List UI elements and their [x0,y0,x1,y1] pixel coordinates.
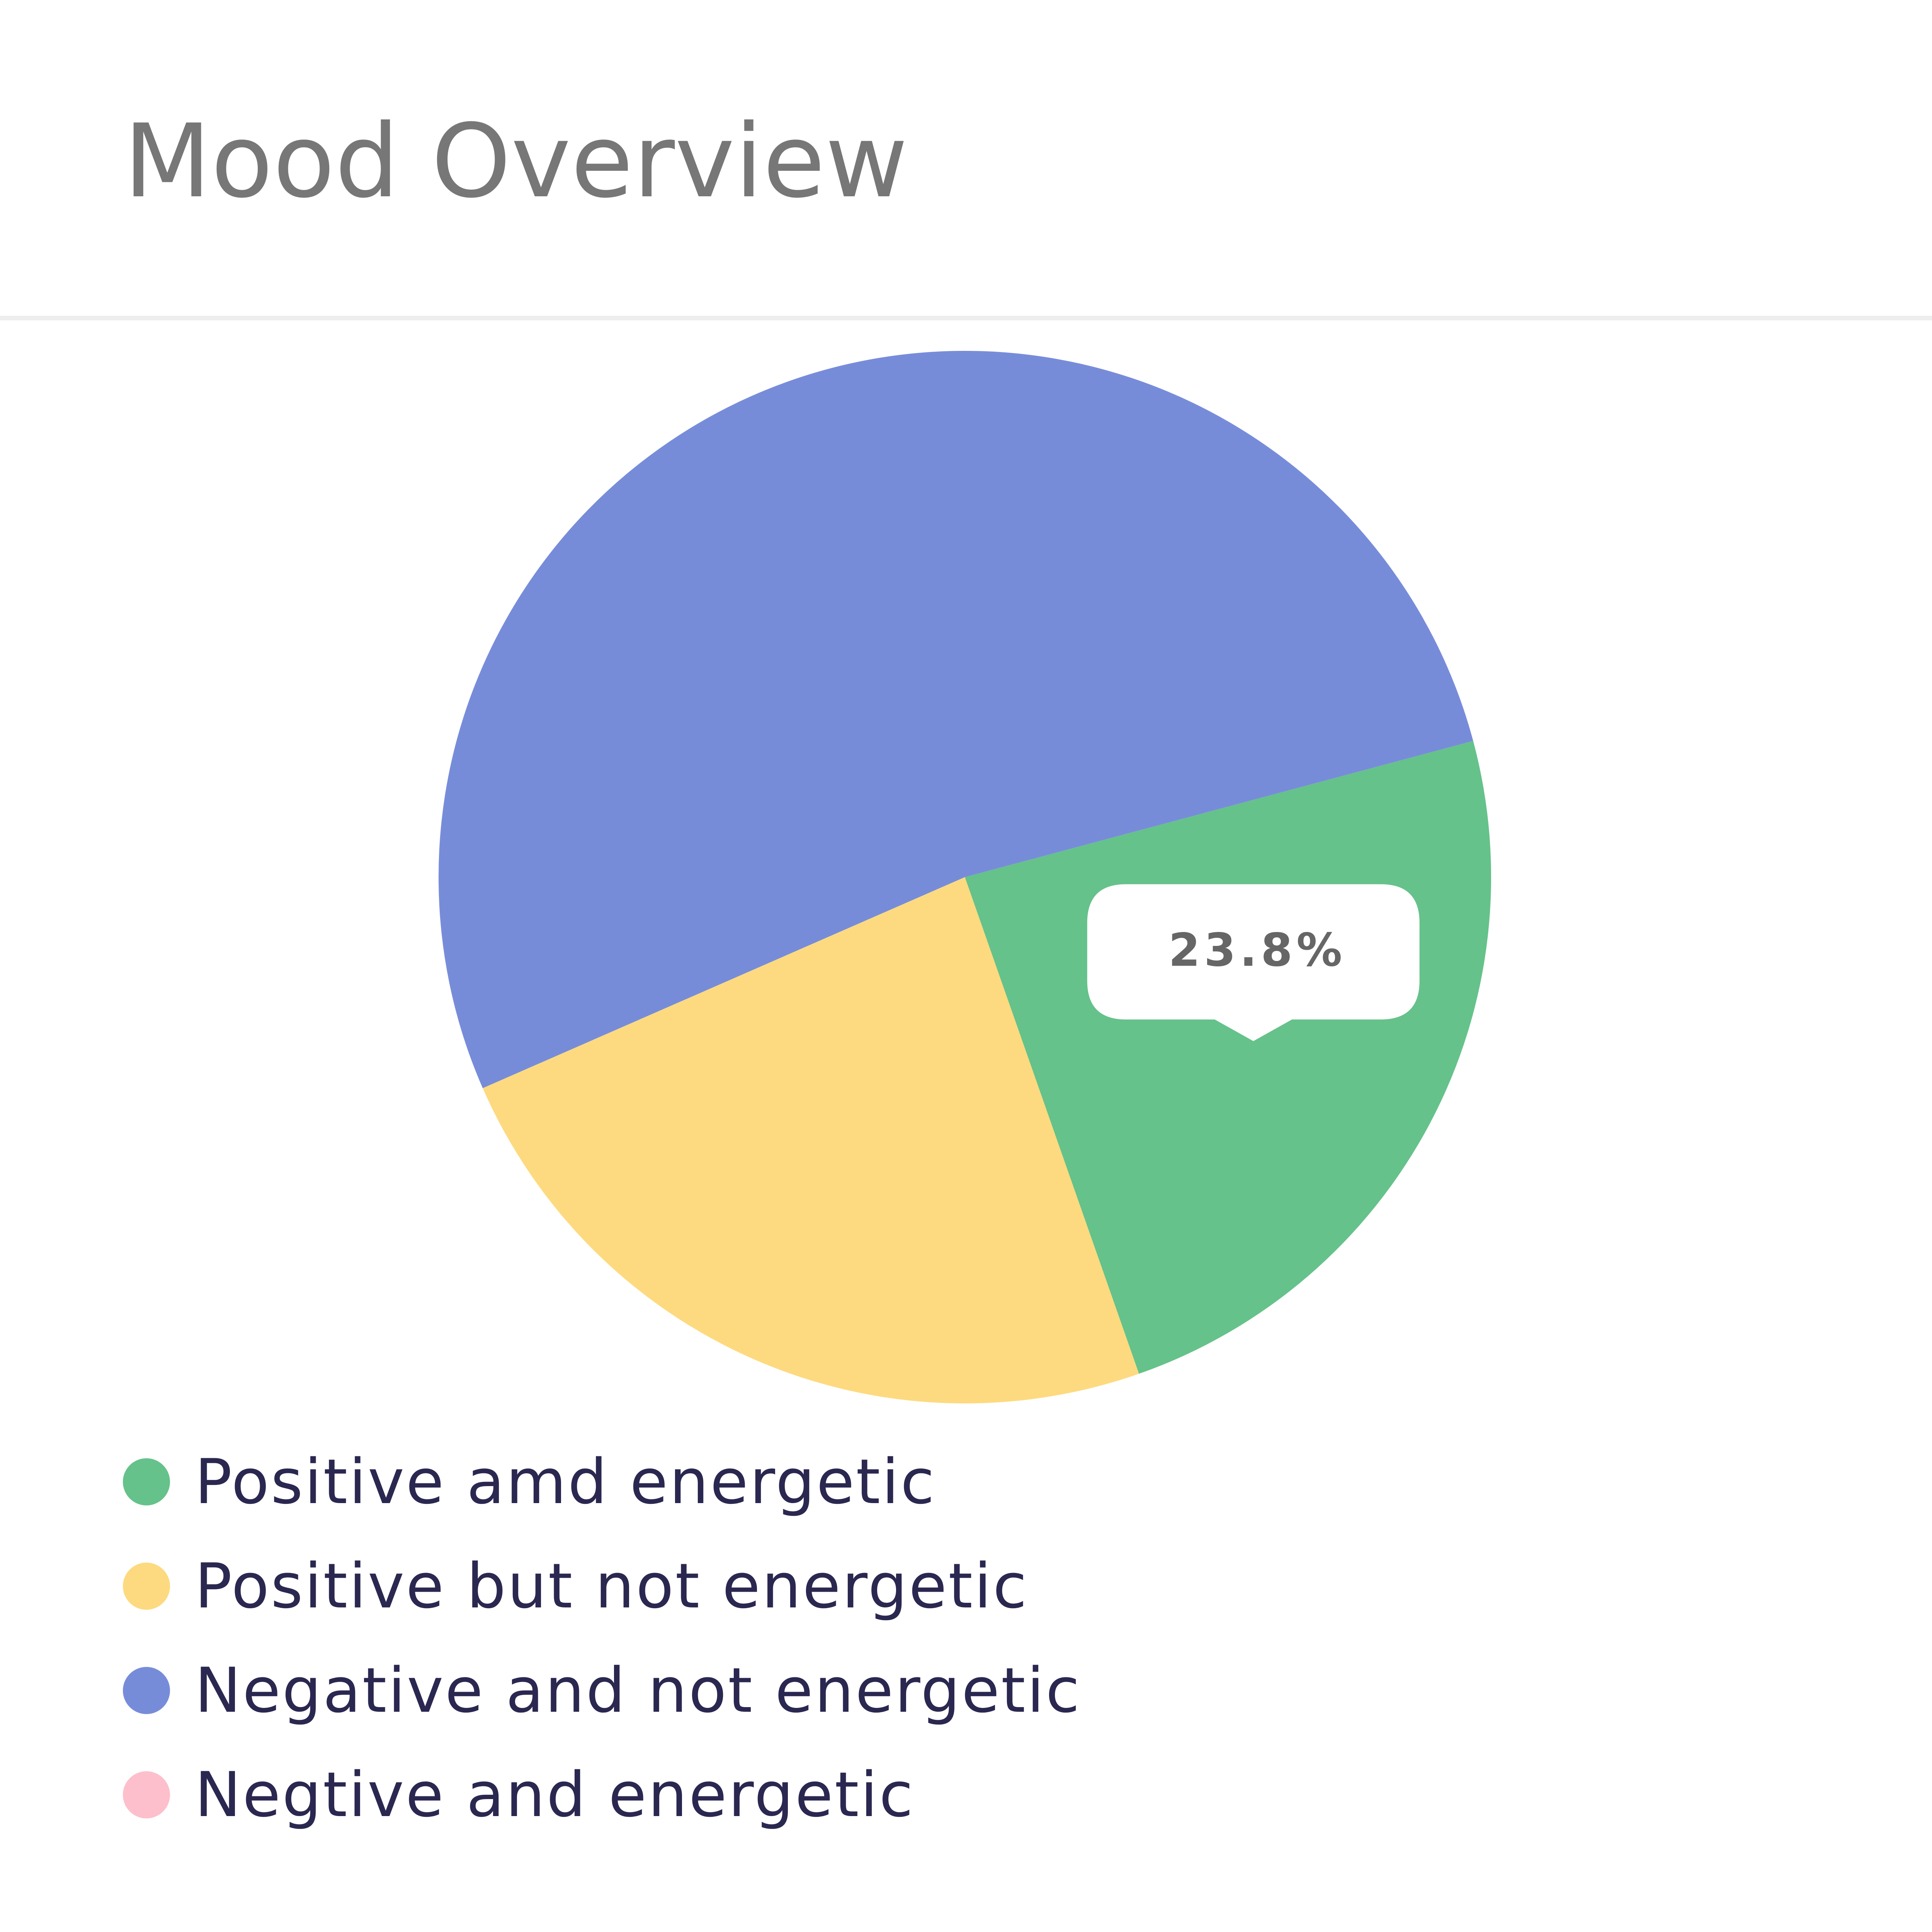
legend-item-positive-amd-energetic[interactable]: Positive amd energetic [123,1430,1514,1534]
legend-swatch-positive-but-not-energetic [123,1563,170,1610]
pie-slice-negative-and-not-energetic[interactable] [439,351,1473,1088]
legend-swatch-positive-amd-energetic [123,1458,170,1505]
chart-title: Mood Overview [124,102,908,220]
legend-item-negtive-and-energetic[interactable]: Negtive and energetic [123,1743,1514,1847]
legend-label: Positive but not energetic [195,1550,1029,1622]
legend-swatch-negative-and-not-energetic [123,1667,170,1714]
legend-label: Negative and not energetic [195,1654,1082,1726]
pie-slice-positive-but-not-energetic[interactable] [483,877,1139,1403]
pie-slices [439,351,1491,1403]
legend-item-positive-but-not-energetic[interactable]: Positive but not energetic [123,1534,1514,1638]
slice-tooltip: 23.8% [1087,884,1420,1041]
legend-item-negative-and-not-energetic[interactable]: Negative and not energetic [123,1638,1514,1743]
chart-legend: Positive amd energetic Positive but not e… [123,1430,1514,1847]
legend-label: Negtive and energetic [195,1759,915,1831]
tooltip-bubble [1087,884,1420,1041]
legend-label: Positive amd energetic [195,1446,936,1518]
header-divider [0,316,1932,320]
tooltip-value: 23.8% [1168,923,1346,977]
legend-swatch-negtive-and-energetic [123,1771,170,1818]
